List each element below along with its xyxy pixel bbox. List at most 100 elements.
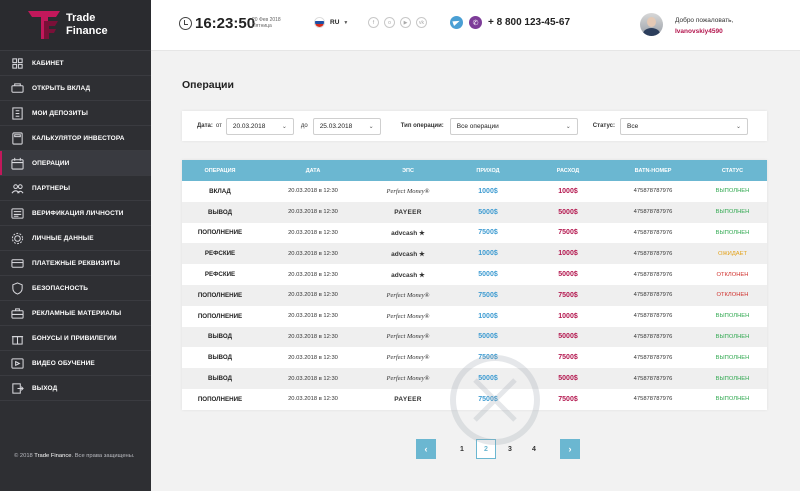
sidebar-item-label: БЕЗОПАСНОСТЬ [32,284,89,292]
sidebar-item-4[interactable]: КАЛЬКУЛЯТОР ИНВЕСТОРА [0,126,151,151]
status-select[interactable]: Все ⌄ [620,117,749,135]
income-cell: 5000$ [478,333,498,341]
date-from-select[interactable]: 20.03.2018 ⌄ [225,117,294,135]
sidebar-item-10[interactable]: БЕЗОПАСНОСТЬ [0,276,151,301]
income-cell: 7500$ [478,395,498,403]
sidebar-item-11[interactable]: РЕКЛАМНЫЕ МАТЕРИАЛЫ [0,301,151,326]
table-row[interactable]: ПОПОЛНЕНИЕ 20.03.2018 в 12:30 Perfect Mone… [182,306,767,327]
payment-system-logo: advcash ★ [391,250,425,258]
column-header[interactable]: СТАТУС [721,167,744,174]
odnoklassniki-icon[interactable]: o [384,17,395,28]
payment-system-logo: PAYEER [394,395,422,403]
chevron-down-icon: ⌄ [368,123,374,130]
prev-page-button[interactable]: ‹ [416,439,436,459]
sidebar-item-label: ВЫХОД [32,384,58,392]
facebook-icon[interactable]: f [368,17,379,28]
sidebar-item-1[interactable]: КАБИНЕТ [0,51,151,76]
income-cell: 1000$ [478,187,498,195]
caret-down-icon: ▼ [343,19,349,26]
chevron-down-icon: ⌄ [565,123,571,130]
sidebar-item-3[interactable]: МОИ ДЕПОЗИТЫ [0,101,151,126]
username-link[interactable]: Ivanovskiy4590 [675,28,723,35]
gift-icon [10,331,24,345]
page-number-button[interactable]: 3 [508,445,512,453]
sidebar-item-9[interactable]: ПЛАТЕЖНЫЕ РЕКВИЗИТЫ [0,251,151,276]
from-label: от [215,123,222,129]
exit-icon [10,381,24,395]
column-header[interactable]: BATN-НОМЕР [634,167,672,174]
sidebar-item-2[interactable]: ОТКРЫТЬ ВКЛАД [0,76,151,101]
current-time: 16:23:50 [195,15,256,32]
income-cell: 7500$ [478,229,498,237]
operation-type-select[interactable]: Все операции ⌄ [449,117,578,135]
eps-cell: Perfect Money® [368,181,448,202]
batch-number-cell: 475878787976 [633,250,673,257]
operation-cell: ВКЛАД [209,187,231,195]
status-cell: ОТКЛОНЕН [716,271,749,278]
income-cell: 5000$ [478,271,498,279]
sidebar-item-label: КАЛЬКУЛЯТОР ИНВЕСТОРА [32,134,125,142]
vk-icon[interactable]: vk [416,17,427,28]
avatar[interactable] [640,13,663,36]
operation-cell: РЕФСКИЕ [204,250,236,258]
sidebar-item-label: ПЛАТЕЖНЫЕ РЕКВИЗИТЫ [32,259,120,267]
expense-cell: 7500$ [558,229,578,237]
gear-icon [10,231,24,245]
calculator-icon [10,131,24,145]
next-page-button[interactable]: › [560,439,580,459]
sidebar-item-14[interactable]: ВЫХОД [0,376,151,401]
sidebar-item-label: МОИ ДЕПОЗИТЫ [32,109,88,117]
column-header[interactable]: РАСХОД [556,167,580,174]
column-header[interactable]: ДАТА [305,167,321,174]
table-row[interactable]: ВЫВОД 20.03.2018 в 12:30 Perfect Money® 500… [182,326,767,348]
top-header: 16:23:50 20 Фев 2018 Пятница RU ▼ f o ▶ … [151,0,800,51]
operation-cell: ПОПОЛНЕНИЕ [197,395,243,403]
operation-cell: ВЫВОД [208,354,232,362]
viber-icon[interactable]: ✆ [469,16,482,29]
telegram-icon[interactable] [450,16,463,29]
sidebar-item-6[interactable]: ПАРТНЕРЫ [0,176,151,201]
page-number-button[interactable]: 2 [476,439,496,459]
logo[interactable]: Trade Finance [0,0,151,51]
sidebar-item-5[interactable]: ОПЕРАЦИИ [0,151,151,176]
status-cell: ВЫПОЛНЕН [715,354,750,361]
sidebar-item-13[interactable]: ВИДЕО ОБУЧЕНИЕ [0,351,151,376]
table-row[interactable]: ВЫВОД 20.03.2018 в 12:30 PAYEER 5000$ 5000$ 4… [182,201,767,223]
sidebar-item-7[interactable]: ВЕРИФИКАЦИЯ ЛИЧНОСТИ [0,201,151,226]
dashboard-icon [10,56,24,70]
table-row[interactable]: ВЫВОД 20.03.2018 в 12:30 Perfect Money® 750… [182,347,767,368]
eps-cell: PAYEER [368,202,448,223]
phone-number[interactable]: + 8 800 123-45-67 [488,17,571,28]
sidebar: Trade Finance КАБИНЕТ ОТКРЫТЬ ВКЛАД МОИ ДЕ… [0,0,151,491]
operation-cell: ПОПОЛНЕНИЕ [197,312,243,320]
expense-cell: 1000$ [558,250,578,258]
date-cell: 20.03.2018 в 12:30 [288,229,338,236]
table-row[interactable]: ПОПОЛНЕНИЕ 20.03.2018 в 12:30 PAYEER 7500$ 7… [182,389,767,410]
batch-number-cell: 475878787976 [633,313,673,320]
table-row[interactable]: ПОПОЛНЕНИЕ 20.03.2018 в 12:30 Perfect Mone… [182,284,767,306]
column-header[interactable]: ЭПС [402,167,414,174]
payment-system-logo: Perfect Money® [386,333,430,341]
batch-number-cell: 475878787976 [633,229,673,236]
page-number-button[interactable]: 4 [532,445,536,453]
page-number-button[interactable]: 1 [460,445,464,453]
operation-type-label: Тип операции: [400,123,444,129]
sidebar-nav: КАБИНЕТ ОТКРЫТЬ ВКЛАД МОИ ДЕПОЗИТЫ КАЛЬКУЛЯ… [0,51,151,401]
expense-cell: 5000$ [558,375,578,383]
batch-number-cell: 475878787976 [633,188,673,195]
table-row[interactable]: РЕФСКИЕ 20.03.2018 в 12:30 advcash ★ 5000$ 5… [182,264,767,285]
table-row[interactable]: РЕФСКИЕ 20.03.2018 в 12:30 advcash ★ 1000$ 1… [182,243,767,265]
payment-system-logo: Perfect Money® [386,291,430,299]
payment-system-logo: Perfect Money® [386,312,430,320]
language-selector[interactable]: RU ▼ [314,17,348,28]
operation-cell: ВЫВОД [208,333,232,341]
table-row[interactable]: ВЫВОД 20.03.2018 в 12:30 Perfect Money® 500… [182,368,767,389]
date-to-select[interactable]: 25.03.2018 ⌄ [312,117,381,135]
column-header[interactable]: ОПЕРАЦИЯ [204,167,236,174]
youtube-icon[interactable]: ▶ [400,17,411,28]
sidebar-item-12[interactable]: БОНУСЫ И ПРИВИЛЕГИИ [0,326,151,351]
table-row[interactable]: ПОПОЛНЕНИЕ 20.03.2018 в 12:30 advcash ★ 750… [182,223,767,244]
sidebar-item-8[interactable]: ЛИЧНЫЕ ДАННЫЕ [0,226,151,251]
column-header[interactable]: ПРИХОД [476,167,500,174]
table-row[interactable]: ВКЛАД 20.03.2018 в 12:30 Perfect Money® 100… [182,181,767,202]
